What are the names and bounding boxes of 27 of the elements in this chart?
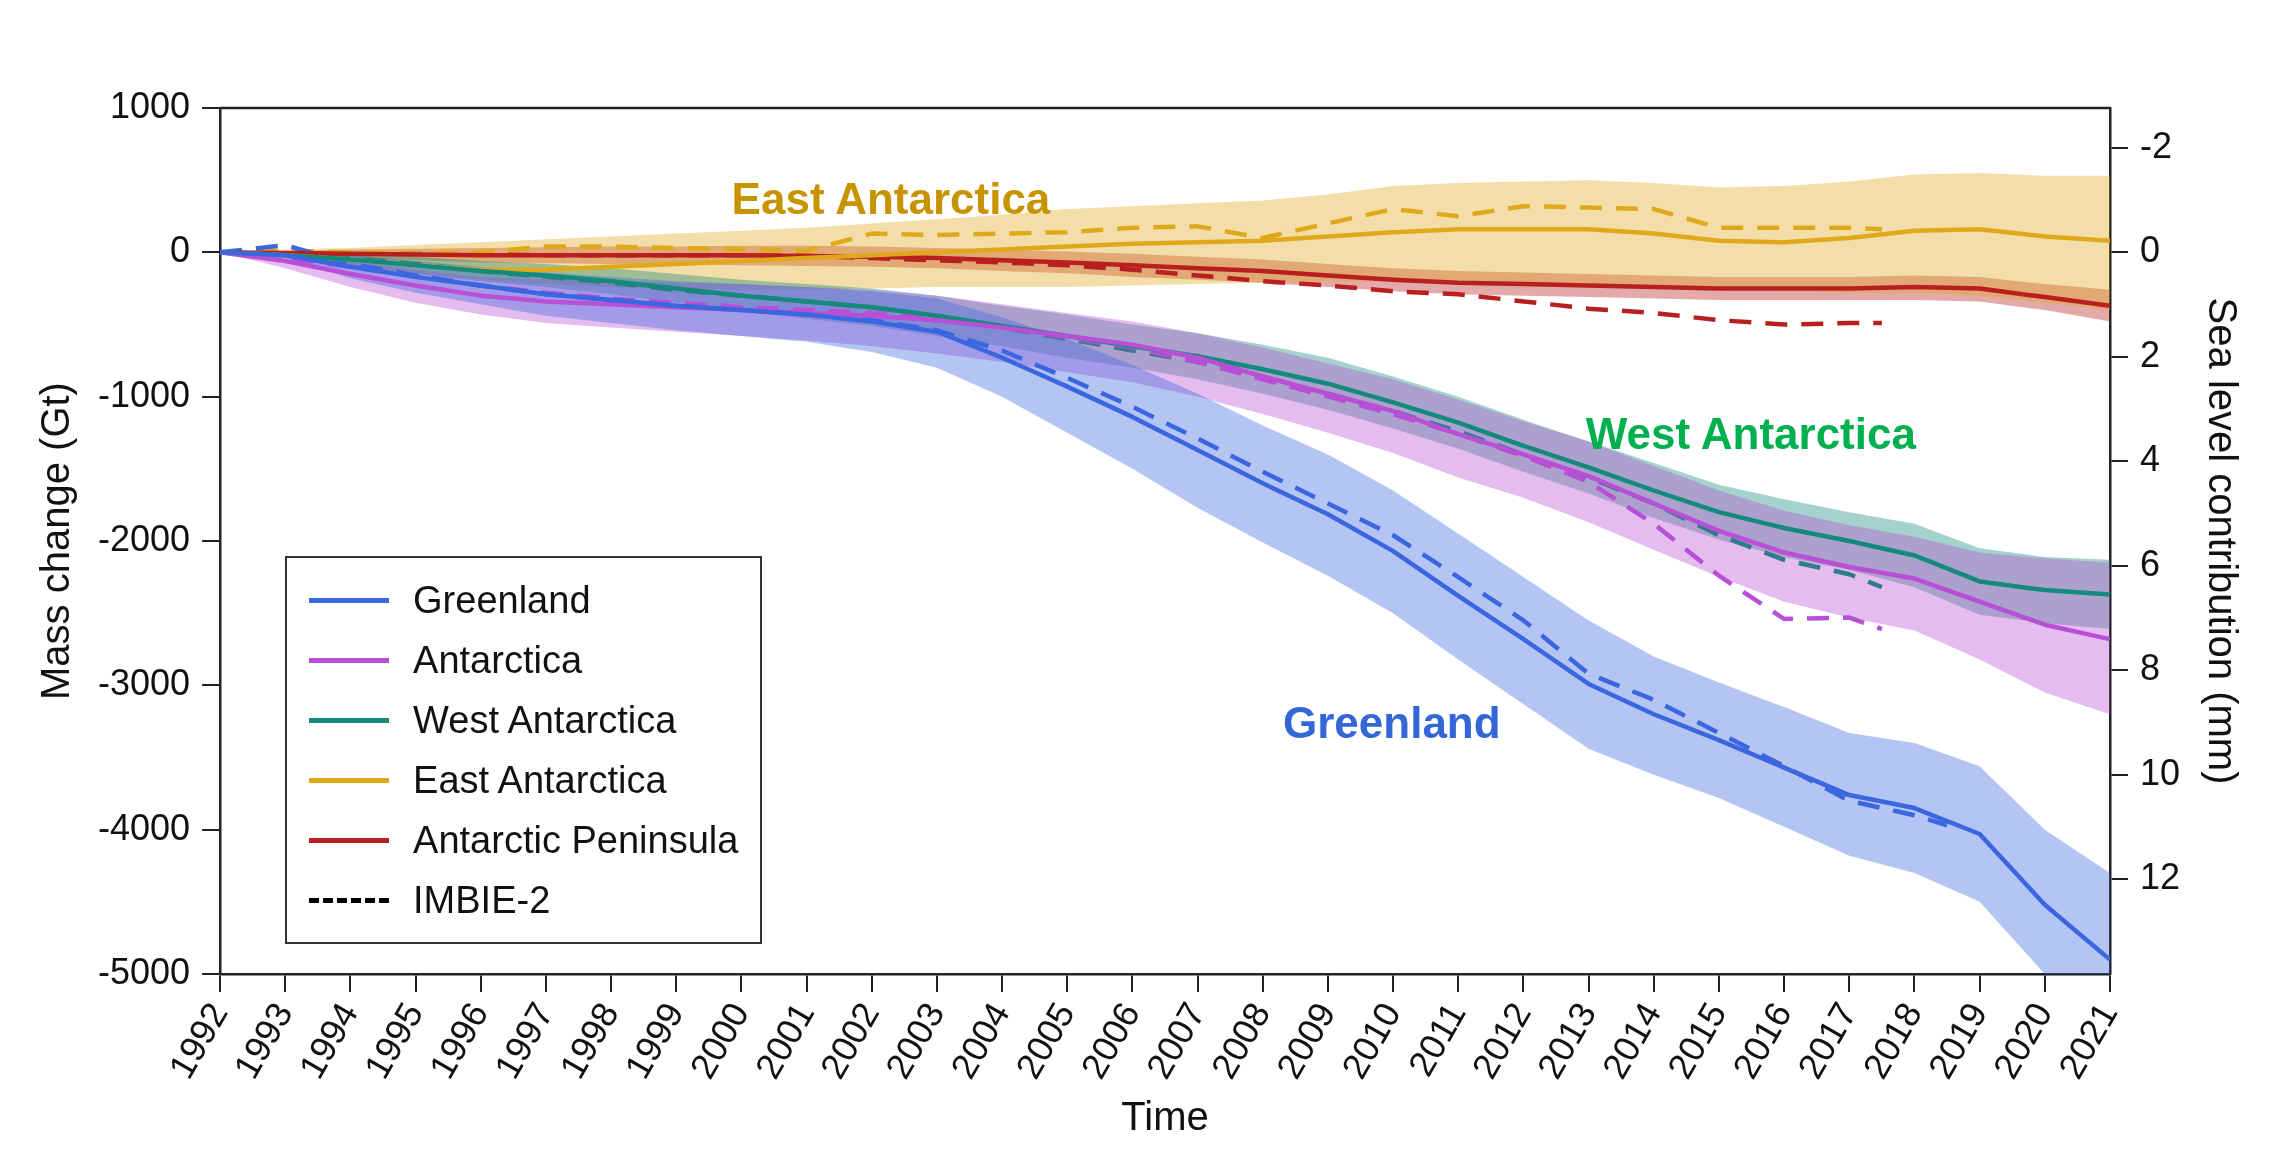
y-tick-label: -3000 — [98, 662, 191, 704]
x-axis-title: Time — [1121, 1094, 1209, 1139]
y-tick-label: 0 — [170, 229, 191, 271]
y-tick-label: -4000 — [98, 806, 191, 848]
y2-tick-label: -2 — [2139, 124, 2172, 166]
legend-label: Antarctica — [413, 638, 583, 682]
legend-label: IMBIE-2 — [413, 878, 551, 922]
y-tick-label: -1000 — [98, 373, 191, 415]
y2-tick-label: 12 — [2139, 856, 2180, 898]
legend-label: Antarctic Peninsula — [413, 818, 739, 862]
y2-tick-label: 0 — [2139, 229, 2160, 271]
y2-axis-title: Sea level contribution (mm) — [2200, 297, 2245, 785]
annotation: Greenland — [1282, 697, 1501, 748]
y2-tick-label: 2 — [2139, 333, 2160, 375]
legend-label: Greenland — [413, 578, 591, 622]
y2-tick-label: 6 — [2139, 542, 2160, 584]
y-axis-title: Mass change (Gt) — [33, 382, 78, 700]
legend-label: West Antarctica — [413, 698, 677, 742]
annotation: East Antarctica — [731, 173, 1051, 224]
y2-tick-label: 4 — [2139, 438, 2160, 480]
annotation: West Antarctica — [1585, 408, 1916, 459]
y-tick-label: -2000 — [98, 517, 191, 559]
y-tick-label: 1000 — [109, 84, 191, 126]
y-tick-label: -5000 — [98, 950, 191, 992]
y2-tick-label: 8 — [2139, 647, 2160, 689]
legend-label: East Antarctica — [413, 758, 667, 802]
y2-tick-label: 10 — [2139, 751, 2180, 793]
